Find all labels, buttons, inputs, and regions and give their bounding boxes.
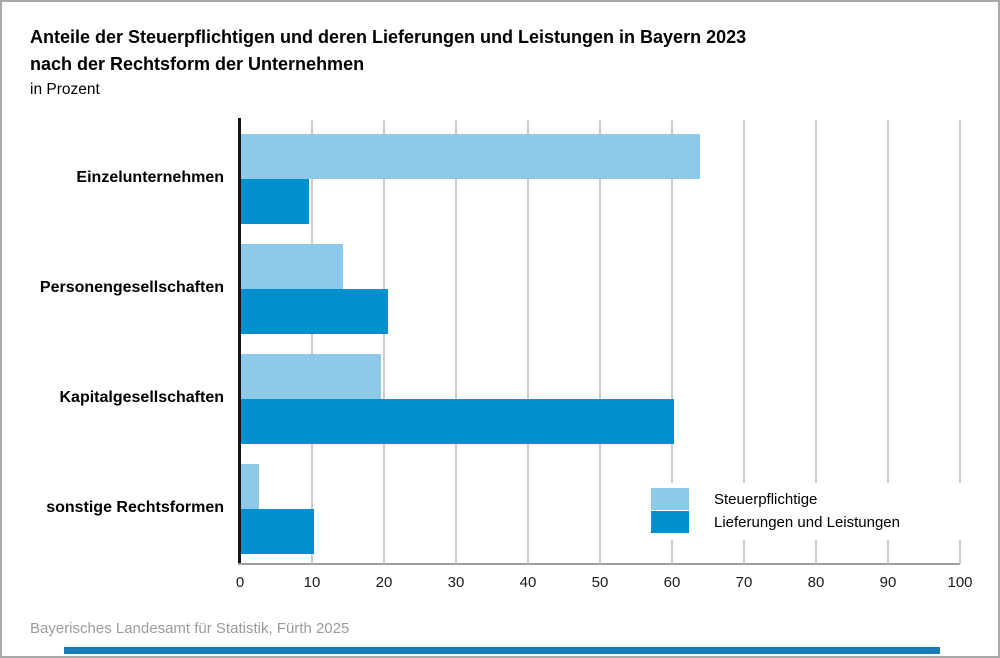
gridline-x-40	[527, 120, 529, 564]
bar-steuerpflichtige-2	[241, 244, 344, 289]
bar-steuerpflichtige-1	[241, 134, 700, 179]
x-tick-label-20: 20	[375, 574, 393, 591]
x-axis-baseline	[238, 563, 960, 565]
gridline-x-20	[383, 120, 385, 564]
title-block: Anteile der Steuerpflichtigen und deren …	[30, 24, 746, 101]
category-label-3: Kapitalgesellschaften	[59, 389, 225, 406]
bottom-accent-bar	[64, 647, 940, 654]
x-tick-label-70: 70	[735, 574, 753, 591]
gridline-x-50	[599, 120, 601, 564]
legend-label-1: Steuerpflichtige	[714, 490, 818, 508]
x-tick-label-30: 30	[447, 574, 465, 591]
plot-area	[238, 118, 961, 565]
legend-label-2: Lieferungen und Leistungen	[714, 513, 900, 531]
x-tick-label-0: 0	[235, 574, 245, 591]
bar-steuerpflichtige-3	[241, 354, 381, 399]
gridline-x-70	[743, 120, 745, 564]
legend-row-1: Steuerpflichtige	[651, 488, 962, 510]
bar-lieferungen-2	[241, 289, 388, 334]
chart-title-line1: Anteile der Steuerpflichtigen und deren …	[30, 27, 747, 47]
legend-swatch-lieferungen	[651, 511, 689, 533]
x-tick-label-60: 60	[663, 574, 681, 591]
legend: Steuerpflichtige Lieferungen und Leistung…	[648, 483, 962, 540]
chart-title-line2: nach der Rechtsform der Unternehmen	[30, 54, 365, 74]
bar-lieferungen-3	[241, 399, 674, 444]
x-tick-label-90: 90	[879, 574, 897, 591]
category-label-1: Einzelunternehmen	[76, 169, 224, 186]
legend-swatch-steuerpflichtige	[651, 488, 689, 510]
source-note: Bayerisches Landesamt für Statistik, Für…	[30, 620, 350, 637]
bar-steuerpflichtige-4	[241, 464, 259, 509]
y-axis-line	[238, 118, 241, 564]
gridline-x-80	[815, 120, 817, 564]
x-tick-label-50: 50	[591, 574, 609, 591]
chart-subtitle: in Prozent	[30, 81, 100, 98]
gridline-x-60	[671, 120, 673, 564]
category-label-2: Personengesellschaften	[39, 279, 224, 296]
gridline-x-100	[959, 120, 961, 564]
legend-row-2: Lieferungen und Leistungen	[651, 511, 962, 533]
gridline-x-30	[455, 120, 457, 564]
gridline-x-90	[887, 120, 889, 564]
bar-lieferungen-4	[241, 509, 314, 554]
x-tick-label-80: 80	[807, 574, 825, 591]
x-tick-label-100: 100	[947, 574, 973, 591]
x-tick-label-10: 10	[303, 574, 321, 591]
x-tick-label-40: 40	[519, 574, 537, 591]
category-label-4: sonstige Rechtsformen	[46, 499, 224, 516]
bar-lieferungen-1	[241, 179, 310, 224]
gridline-x-10	[311, 120, 313, 564]
